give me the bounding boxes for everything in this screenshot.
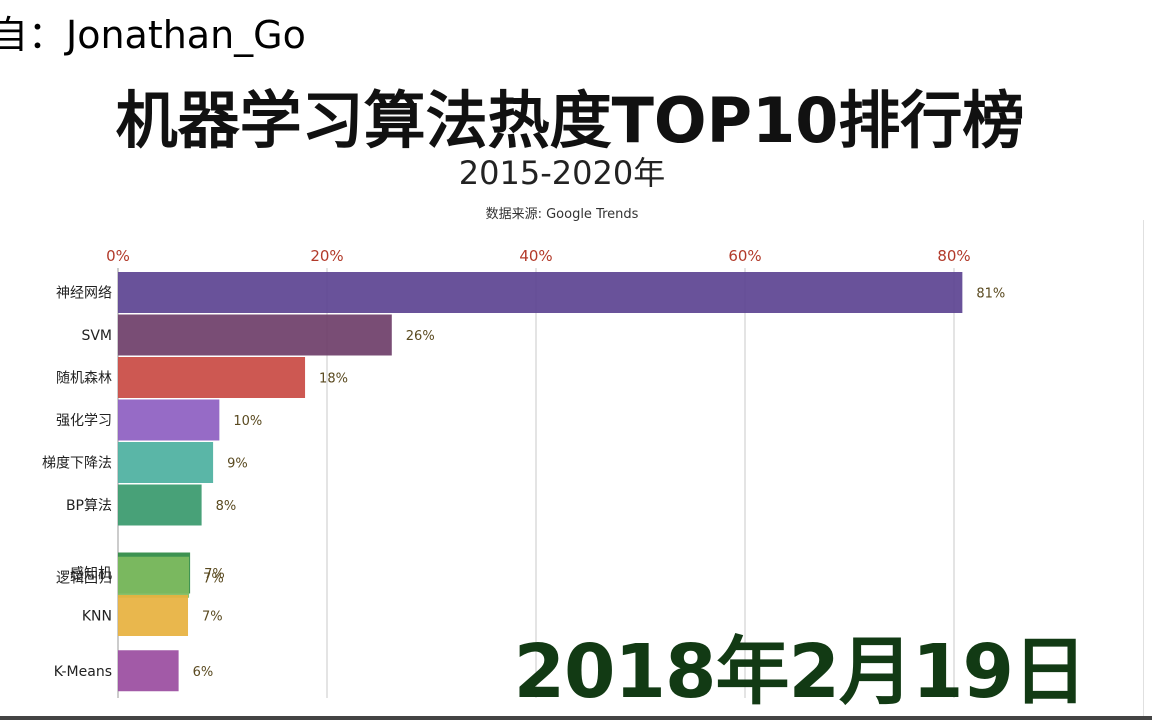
value-label: 18% (319, 372, 348, 387)
x-tick-label: 40% (519, 247, 552, 265)
category-label: 随机森林 (56, 371, 112, 387)
category-label: 感知机 (70, 565, 112, 582)
bar (118, 595, 189, 636)
bar (118, 314, 392, 356)
x-tick-label: 80% (937, 247, 970, 265)
watermark-author: 自：Jonathan_Go (0, 13, 306, 57)
category-label: 梯度下降法 (42, 456, 112, 472)
bar (118, 357, 306, 398)
data-source: 数据来源: Google Trends (485, 207, 639, 222)
category-label: KNN (82, 609, 112, 625)
category-label: SVM (81, 328, 112, 344)
bar (118, 272, 963, 313)
x-tick-label: 0% (106, 247, 130, 265)
bar (118, 442, 214, 483)
category-label: 强化学习 (56, 413, 112, 429)
value-label: 7% (203, 571, 224, 586)
bottom-border (0, 716, 1152, 720)
bar (118, 484, 202, 526)
bar (118, 399, 220, 441)
category-label: 逻辑回归 (56, 569, 112, 586)
category-label: BP算法 (66, 498, 112, 514)
category-label: 神经网络 (56, 286, 112, 302)
value-label: 10% (233, 414, 262, 429)
value-label: 6% (193, 665, 214, 680)
bar (118, 556, 190, 598)
x-tick-label: 60% (728, 247, 761, 265)
x-tick-label: 20% (310, 247, 343, 265)
value-label: 81% (976, 287, 1005, 302)
category-label: K-Means (54, 664, 112, 680)
value-label: 9% (227, 457, 248, 472)
value-label: 7% (202, 610, 223, 625)
chart-subtitle: 2015-2020年 (458, 154, 666, 192)
date-label: 2018年2月19日 (513, 629, 1087, 715)
value-label: 7% (204, 567, 225, 582)
chart-title: 机器学习算法热度TOP10排行榜 (115, 84, 1025, 157)
bar (118, 650, 179, 692)
value-label: 8% (216, 499, 237, 514)
value-label: 26% (406, 329, 435, 344)
frame-rule (1143, 220, 1144, 720)
